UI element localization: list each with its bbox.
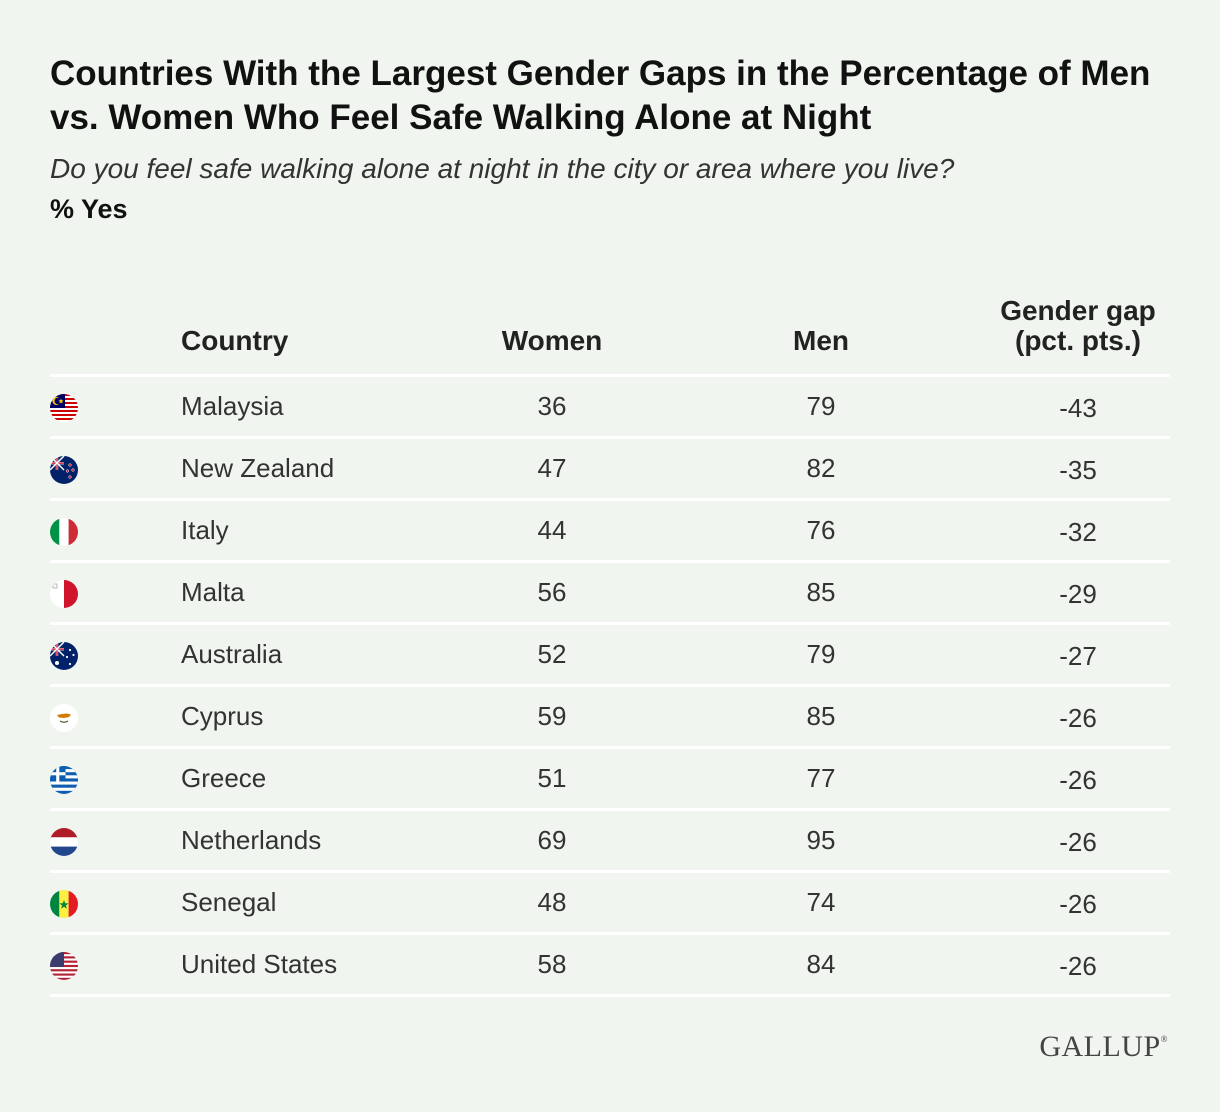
- cell-country: Malta: [181, 577, 245, 607]
- cell-country: Italy: [181, 515, 229, 545]
- table-row: Malta 56 85 -29: [50, 563, 1170, 625]
- cell-gender-gap: -32: [1059, 517, 1097, 547]
- malaysia-flag-icon: [50, 394, 78, 422]
- cell-gender-gap: -26: [1059, 703, 1097, 733]
- cell-gender-gap: -29: [1059, 579, 1097, 609]
- table-row: Cyprus 59 85 -26: [50, 687, 1170, 749]
- cell-men: 84: [806, 949, 836, 979]
- column-header-gap-line1: Gender gap: [1000, 295, 1156, 326]
- netherlands-flag-icon: [50, 828, 78, 856]
- table-row: Malaysia 36 79 -43: [50, 377, 1170, 439]
- cell-gender-gap: -27: [1059, 641, 1097, 671]
- table-row: Senegal 48 74 -26: [50, 873, 1170, 935]
- cell-gender-gap: -26: [1059, 889, 1097, 919]
- column-header-gap-line2: (pct. pts.): [1015, 325, 1141, 356]
- cell-men: 95: [806, 825, 836, 855]
- cell-men: 79: [806, 391, 836, 421]
- cell-women: 59: [537, 701, 567, 731]
- cell-women: 69: [537, 825, 567, 855]
- table-row: Netherlands 69 95 -26: [50, 811, 1170, 873]
- cell-women: 44: [537, 515, 567, 545]
- cell-men: 77: [806, 763, 836, 793]
- cell-women: 56: [537, 577, 567, 607]
- table-row: New Zealand 47 82 -35: [50, 439, 1170, 501]
- cyprus-flag-icon: [50, 704, 78, 732]
- senegal-flag-icon: [50, 890, 78, 918]
- data-table: Malaysia 36 79 -43 New Zealand 47 82 -35 Italy 44…: [50, 374, 1170, 997]
- cell-women: 52: [537, 639, 567, 669]
- table-row: Greece 51 77 -26: [50, 749, 1170, 811]
- cell-country: Malaysia: [181, 391, 284, 421]
- cell-gender-gap: -26: [1059, 827, 1097, 857]
- cell-country: New Zealand: [181, 453, 335, 483]
- cell-gender-gap: -43: [1059, 393, 1097, 423]
- column-header-gender-gap: Gender gap (pct. pts.): [958, 296, 1198, 356]
- header-rule: [50, 374, 1170, 377]
- registered-mark: ®: [1160, 1034, 1168, 1044]
- cell-women: 51: [537, 763, 567, 793]
- cell-men: 85: [806, 577, 836, 607]
- table-row: United States 58 84 -26: [50, 935, 1170, 997]
- cell-country: Cyprus: [181, 701, 264, 731]
- cell-women: 58: [537, 949, 567, 979]
- chart-title: Countries With the Largest Gender Gaps i…: [50, 54, 1151, 137]
- cell-men: 79: [806, 639, 836, 669]
- chart-subtitle: Do you feel safe walking alone at night …: [50, 153, 955, 184]
- cell-women: 48: [537, 887, 567, 917]
- malta-flag-icon: [50, 580, 78, 608]
- cell-gender-gap: -26: [1059, 951, 1097, 981]
- unit-label: % Yes: [50, 194, 128, 224]
- cell-men: 76: [806, 515, 836, 545]
- gallup-logo-text: GALLUP: [1039, 1030, 1161, 1063]
- cell-country: Senegal: [181, 887, 277, 917]
- table-row: Italy 44 76 -32: [50, 501, 1170, 563]
- australia-flag-icon: [50, 642, 78, 670]
- cell-country: Netherlands: [181, 825, 322, 855]
- cell-women: 36: [537, 391, 567, 421]
- greece-flag-icon: [50, 766, 78, 794]
- gallup-logo: GALLUP®: [1039, 1030, 1168, 1064]
- cell-men: 74: [806, 887, 836, 917]
- cell-men: 85: [806, 701, 836, 731]
- cell-country: Greece: [181, 763, 267, 793]
- cell-gender-gap: -26: [1059, 765, 1097, 795]
- italy-flag-icon: [50, 518, 78, 546]
- cell-men: 82: [806, 453, 836, 483]
- column-header-country: Country: [181, 325, 289, 356]
- cell-country: United States: [181, 949, 338, 979]
- column-header-women: Women: [501, 325, 603, 356]
- new-zealand-flag-icon: [50, 456, 78, 484]
- cell-country: Australia: [181, 639, 283, 669]
- table-row: Australia 52 79 -27: [50, 625, 1170, 687]
- cell-women: 47: [537, 453, 567, 483]
- cell-gender-gap: -35: [1059, 455, 1097, 485]
- column-header-men: Men: [793, 325, 849, 356]
- united-states-flag-icon: [50, 952, 78, 980]
